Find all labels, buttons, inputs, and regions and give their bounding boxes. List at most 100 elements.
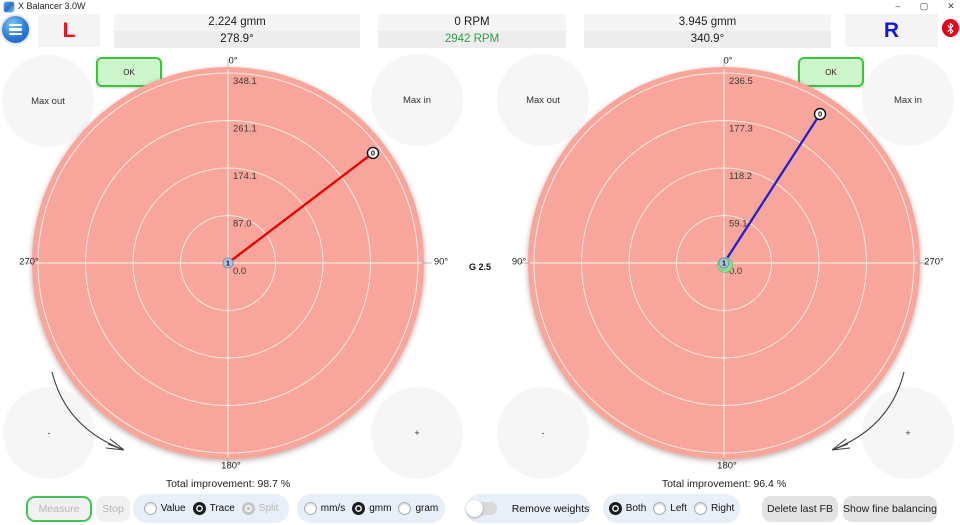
window-title: X Balancer 3.0W [18,1,86,11]
delete-last-fb-label: Delete last FB [767,503,833,515]
left-max-out-button[interactable]: Max out [2,55,94,147]
radio-option-gmm[interactable]: gmm [352,502,391,515]
max-out-label: Max out [31,95,65,107]
radio-icon[interactable] [192,502,206,515]
grid-ring [533,72,915,454]
grid-ring [180,215,276,311]
radio-option-left[interactable]: Left [653,502,687,515]
radio-icon[interactable] [693,502,707,515]
radio-icon[interactable] [608,502,622,515]
radio-label: Value [160,503,186,514]
stop-button[interactable]: Stop [96,496,130,522]
delete-last-fb-button[interactable]: Delete last FB [762,496,838,522]
remove-weights-label: Remove weights [511,502,590,515]
radio-option-gram[interactable]: gram [398,502,438,515]
radio-option-both[interactable]: Both [608,502,647,515]
measure-button[interactable]: Measure [26,496,92,522]
balance-grade-label: G 2.5 [468,262,492,272]
trace-line [227,152,374,264]
trace-right: 10 [717,107,827,273]
show-fine-balancing-button[interactable]: Show fine balancing [843,496,937,522]
angle-label-270: 270° [19,256,39,268]
left-readout: 2.224 gmm 278.9° [114,14,360,48]
radio-label: Right [710,503,735,514]
radial-tick: 118.2 [729,171,752,182]
right-ok-button[interactable]: OK [798,57,864,87]
radio-icon[interactable] [398,502,412,515]
angle-label-90: 90° [433,256,449,268]
center-marker-label: 1 [226,259,230,268]
left-channel-label: L [38,14,100,47]
radial-tick: 0.0 [729,266,742,277]
right-decrease-button[interactable]: - [497,387,589,479]
radial-tick: 0.0 [233,266,246,277]
minimize-button[interactable]: – [895,1,901,11]
angle-label-180: 180° [221,460,241,472]
grid-ring [581,120,867,406]
app-icon [4,2,14,12]
left-ok-button[interactable]: OK [96,57,162,87]
increase-label: + [414,428,420,438]
right-channel-label: R [845,14,938,47]
trace-line [723,113,821,264]
right-max-in-button[interactable]: Max in [862,54,954,146]
left-max-in-button[interactable]: Max in [371,54,463,146]
rpm-readout: 0 RPM 2942 RPM [378,14,566,48]
right-readout-angle: 340.9° [584,31,831,48]
radio-label: gmm [369,503,392,514]
radio-icon[interactable] [143,502,157,515]
title-bar: X Balancer 3.0W – ▢ ✕ [0,0,960,14]
angle-label-90: 90° [511,256,527,268]
radio-option-split[interactable]: Split [241,502,278,515]
angle-label-180: 180° [717,460,737,472]
remove-weights-toggle[interactable] [465,500,497,517]
grid-ring [37,72,419,454]
radio-label: Both [625,503,647,514]
toggle-knob[interactable] [465,500,483,517]
center-marker [718,257,730,269]
ok-label: OK [825,67,837,77]
right-readout: 3.945 gmm 340.9° [584,14,831,48]
measure-label: Measure [38,503,80,515]
channel-group: Both Left Right [603,494,740,523]
menu-icon[interactable] [2,16,29,43]
angle-label-270: 270° [924,256,944,268]
trace-left: 10 [222,146,380,269]
decrease-label: - [541,428,545,438]
stop-label: Stop [102,503,124,515]
radial-tick: 236.5 [729,76,753,87]
right-max-out-button[interactable]: Max out [497,54,589,146]
radio-option-mm-s[interactable]: mm/s [303,502,346,515]
radio-option-value[interactable]: Value [143,502,186,515]
maximize-button[interactable]: ▢ [919,1,929,11]
radio-label: Left [670,503,687,514]
radio-option-right[interactable]: Right [693,502,735,515]
radial-tick: 348.1 [233,76,257,87]
ok-label: OK [123,67,135,77]
grid-ring [85,120,371,406]
left-increase-button[interactable]: + [371,387,463,479]
angle-label-0: 0° [228,55,238,67]
trace-end-marker [366,146,380,160]
radial-tick: 87.0 [233,219,252,230]
trace-end-marker-label: 0 [818,110,822,119]
radial-tick: 59.1 [729,219,748,230]
bluetooth-icon[interactable] [942,19,959,37]
radio-icon[interactable] [303,502,317,515]
display-mode-group: Value Trace Split [133,494,289,523]
radio-icon[interactable] [241,502,255,515]
radio-label: mm/s [320,503,346,514]
center-marker-label: 1 [722,259,726,268]
radio-icon[interactable] [653,502,667,515]
close-button[interactable]: ✕ [947,1,955,11]
radio-icon[interactable] [352,502,366,515]
rpm-secondary: 2942 RPM [378,31,566,48]
left-total-improvement: Total improvement: 98.7 % [165,478,291,490]
polar-chart-right: 236.5 177.3 118.2 59.1 0.0 10 [520,59,928,467]
max-out-label: Max out [526,94,560,106]
radio-option-trace[interactable]: Trace [192,502,235,515]
radial-tick: 177.3 [729,124,753,135]
radio-label: gram [415,503,439,514]
trace-end-marker-label: 0 [371,149,375,158]
max-in-label: Max in [403,94,431,106]
